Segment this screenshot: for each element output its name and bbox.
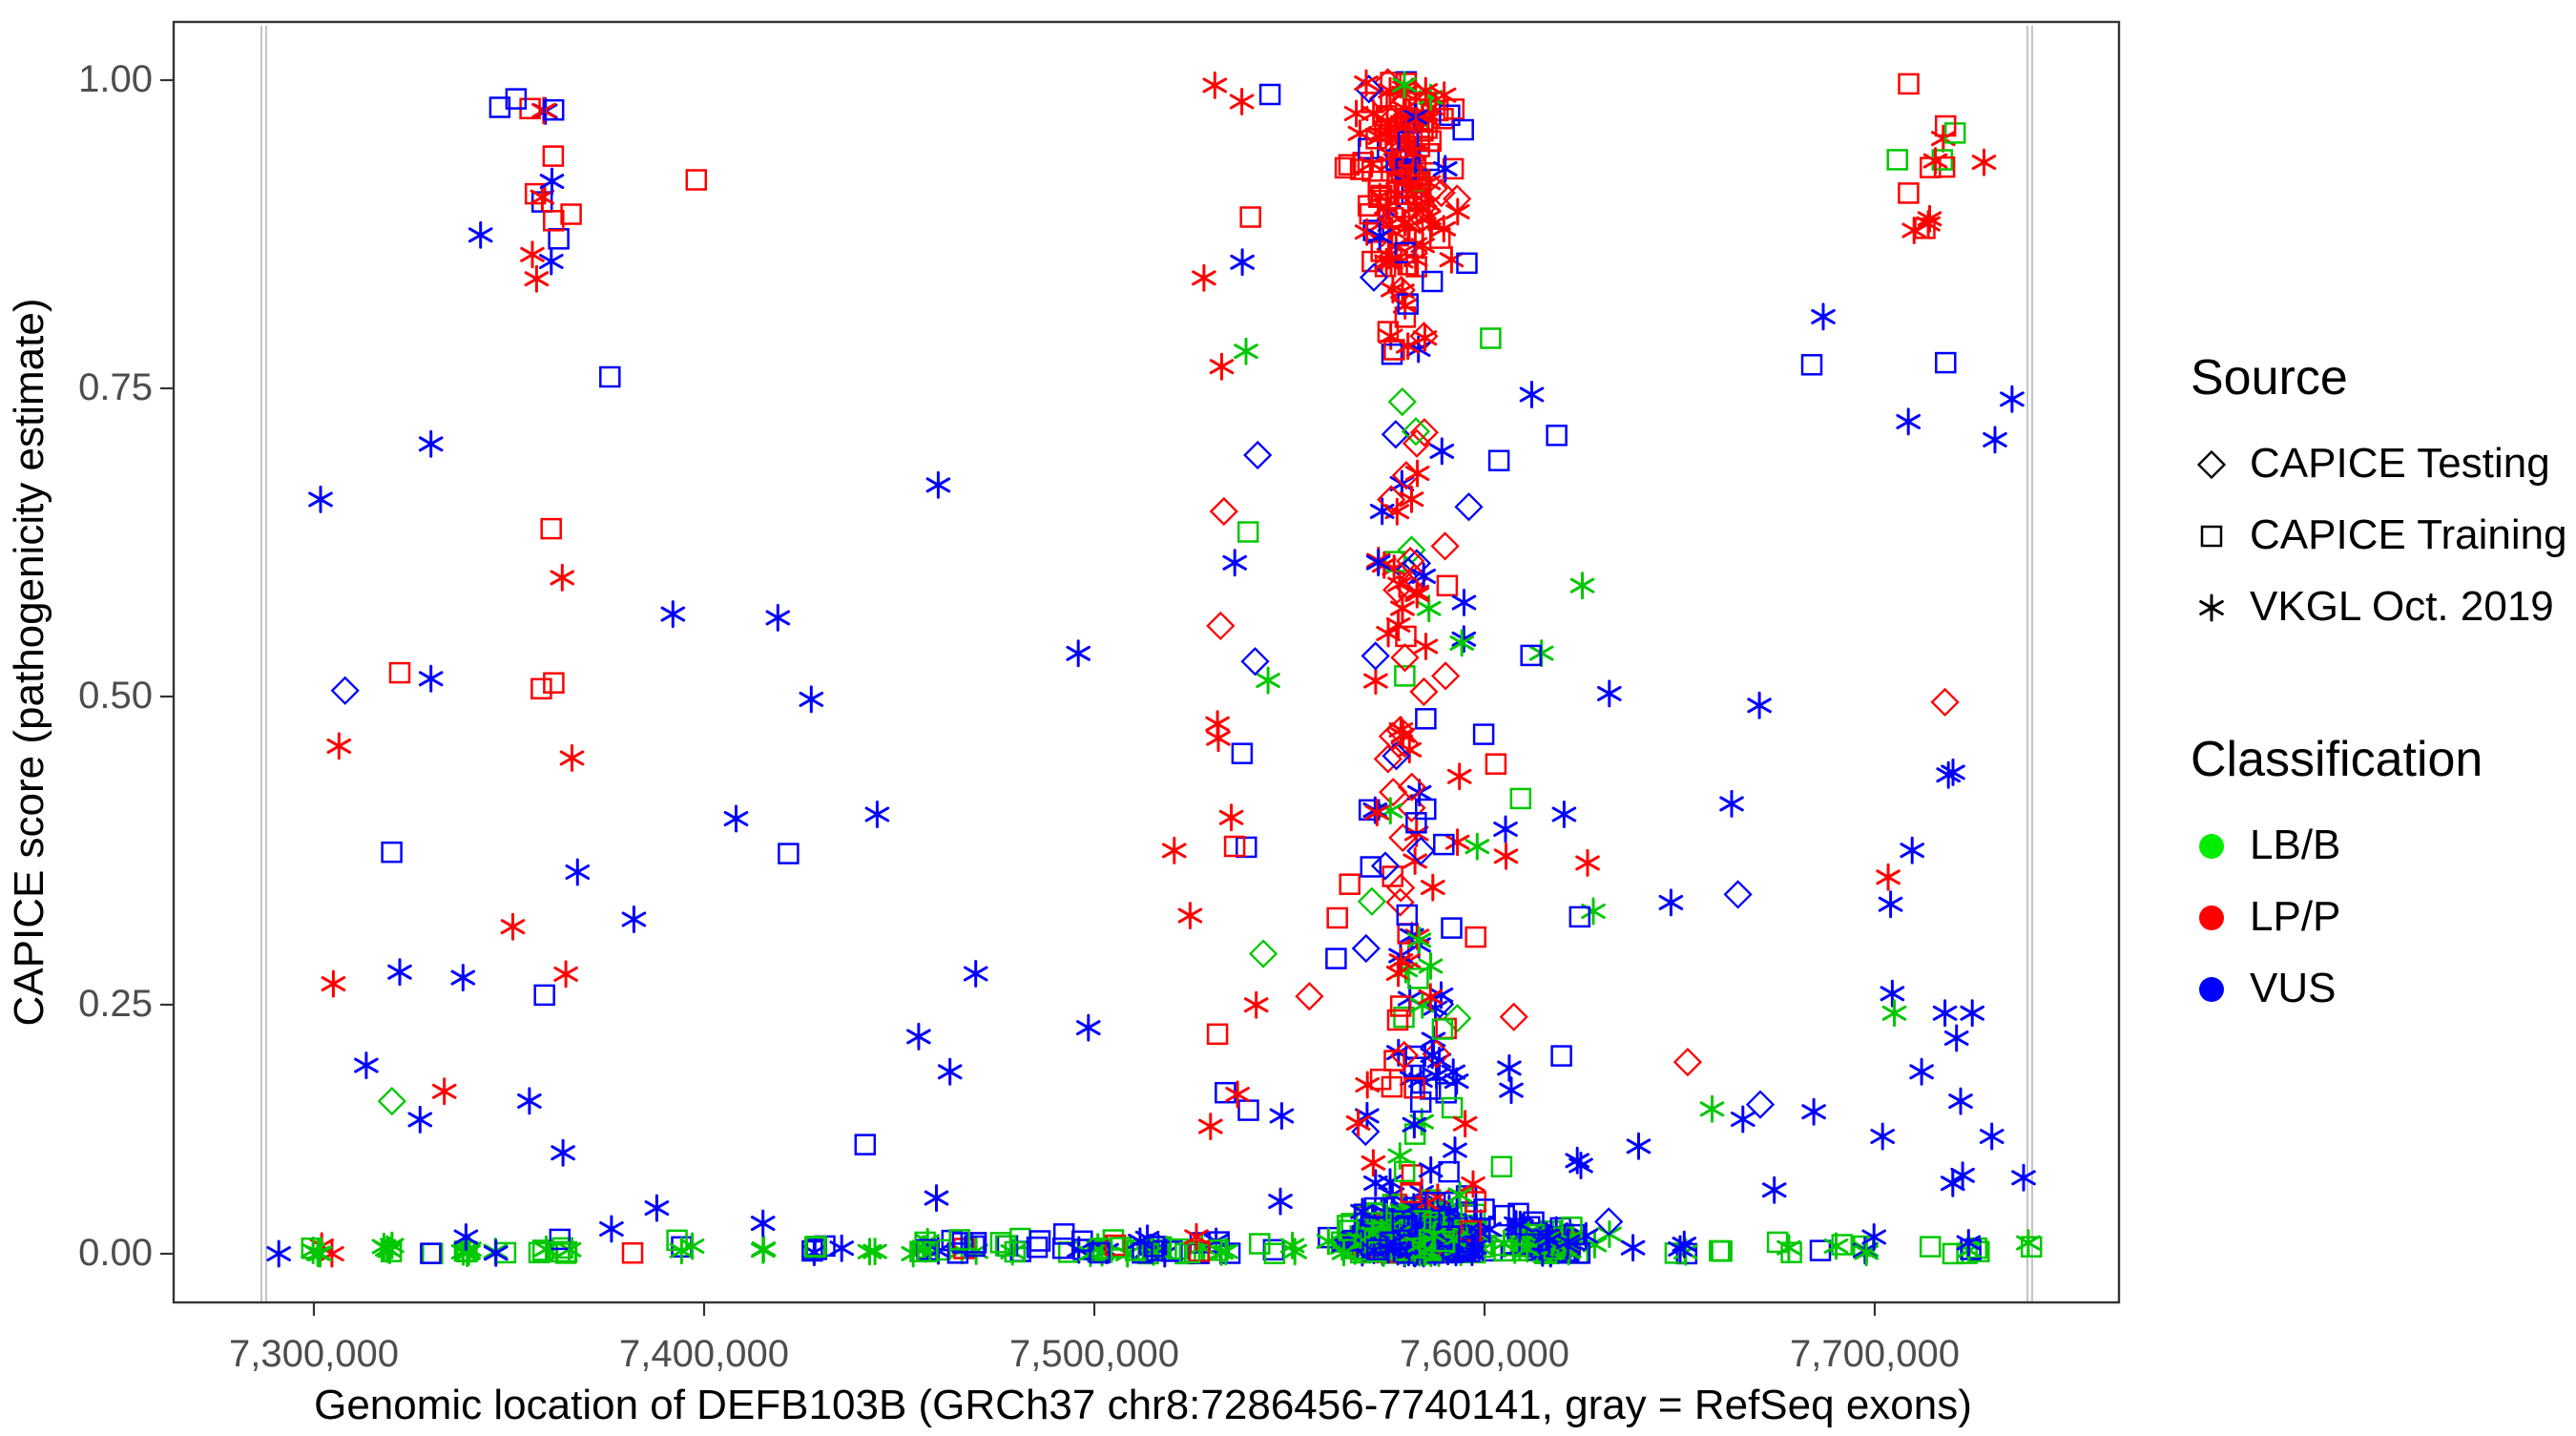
svg-text:7,300,000: 7,300,000 [229,1333,399,1375]
svg-text:7,500,000: 7,500,000 [1009,1333,1179,1375]
svg-text:0.75: 0.75 [78,366,153,408]
svg-text:7,700,000: 7,700,000 [1790,1333,1960,1375]
svg-text:CAPICE Testing: CAPICE Testing [2250,440,2550,487]
svg-text:Source: Source [2191,350,2348,406]
svg-text:VKGL Oct. 2019: VKGL Oct. 2019 [2250,583,2554,630]
svg-text:0.25: 0.25 [78,983,153,1025]
svg-text:CAPICE score (pathogenicity es: CAPICE score (pathogenicity estimate) [6,299,52,1027]
svg-text:LB/B: LB/B [2250,822,2340,868]
svg-text:7,400,000: 7,400,000 [619,1333,789,1375]
svg-text:Genomic location of DEFB103B (: Genomic location of DEFB103B (GRCh37 chr… [314,1382,1972,1428]
svg-text:Classification: Classification [2191,732,2483,787]
svg-text:1.00: 1.00 [78,58,153,100]
svg-text:0.00: 0.00 [78,1232,153,1274]
svg-text:VUS: VUS [2250,965,2336,1011]
svg-text:LP/P: LP/P [2250,893,2340,940]
svg-text:7,600,000: 7,600,000 [1400,1333,1569,1375]
svg-text:CAPICE Training: CAPICE Training [2250,511,2567,558]
svg-text:0.50: 0.50 [78,675,153,717]
